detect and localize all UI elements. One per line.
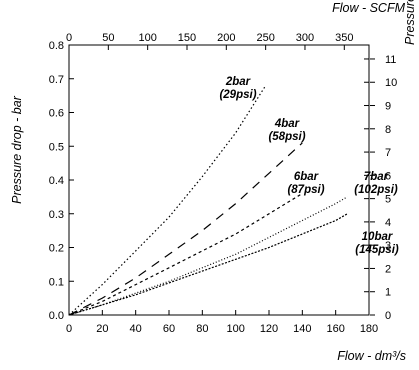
y-axis-title: Pressure drop - bar	[10, 95, 24, 204]
y2-tick-label: 0	[385, 310, 391, 322]
x-tick-label: 160	[326, 323, 344, 335]
x-tick-label: 140	[293, 323, 311, 335]
y-tick-label: 0.6	[49, 108, 64, 120]
x2-tick-label: 350	[335, 32, 353, 44]
y2-tick-label: 6	[385, 170, 391, 182]
x2-tick-label: 100	[138, 32, 156, 44]
x-axis-title: Flow - dm³/s	[337, 349, 406, 363]
x-tick-label: 180	[360, 323, 378, 335]
y2-tick-label: 7	[385, 147, 391, 159]
series-label-2bar: 2bar	[225, 76, 251, 88]
series-sublabel-2bar: (29psi)	[219, 89, 256, 101]
series-line-2bar	[68, 85, 267, 316]
x-tick-label: 80	[196, 323, 208, 335]
series-sublabel-10bar: (145psi)	[355, 244, 399, 256]
series-label-6bar: 6bar	[294, 171, 319, 183]
y-tick-label: 0.1	[49, 276, 64, 288]
y2-tick-label: 3	[385, 240, 391, 252]
series-line-6bar	[68, 192, 303, 316]
series-label-10bar: 10bar	[362, 231, 393, 243]
y-tick-label: 0.5	[49, 141, 64, 153]
y-tick-label: 0.4	[49, 175, 64, 187]
labels-layer: 2bar(29psi) 4bar(58psi) 6bar(87psi) 7bar(10…	[219, 76, 398, 256]
y2-axis-title: Pressure drop - psi	[403, 0, 417, 45]
x-tick-label: 60	[163, 323, 175, 335]
y-tick-label: 0.8	[49, 40, 64, 52]
y-tick-label: 0.7	[49, 74, 64, 86]
y2-tick-label: 10	[385, 77, 397, 89]
series-layer	[68, 85, 348, 316]
x2-tick-label: 250	[256, 32, 274, 44]
series-label-4bar: 4bar	[274, 118, 300, 130]
plot-area	[68, 44, 370, 316]
y-tick-label: 0.2	[49, 243, 64, 255]
y2-tick-label: 11	[385, 54, 396, 66]
x-tick-label: 120	[260, 323, 278, 335]
x-tick-label: 100	[226, 323, 244, 335]
series-line-4bar	[68, 142, 303, 316]
series-sublabel-6bar: (87psi)	[287, 184, 324, 196]
x2-tick-label: 0	[66, 32, 72, 44]
x2-tick-label: 200	[217, 32, 235, 44]
y2-tick-label: 5	[385, 194, 391, 206]
y2-tick-label: 8	[385, 124, 391, 136]
series-line-10bar	[68, 213, 348, 316]
y2-tick-label: 4	[385, 217, 391, 229]
series-sublabel-4bar: (58psi)	[268, 131, 305, 143]
x2-tick-label: 300	[296, 32, 314, 44]
y-tick-label: 0.0	[49, 310, 64, 322]
x-tick-label: 0	[66, 323, 72, 335]
x-tick-label: 40	[130, 323, 142, 335]
series-label-7bar: 7bar	[364, 171, 389, 183]
y2-tick-label: 9	[385, 101, 391, 113]
series-sublabel-7bar: (102psi)	[354, 184, 398, 196]
x2-tick-label: 50	[102, 32, 114, 44]
series-line-7bar	[68, 196, 348, 316]
x2-tick-label: 150	[178, 32, 196, 44]
x-tick-label: 20	[96, 323, 108, 335]
x2-axis-title: Flow - SCFM	[332, 1, 406, 15]
y-tick-label: 0.3	[49, 209, 64, 221]
y2-tick-label: 2	[385, 263, 391, 275]
y2-tick-label: 1	[385, 287, 391, 299]
